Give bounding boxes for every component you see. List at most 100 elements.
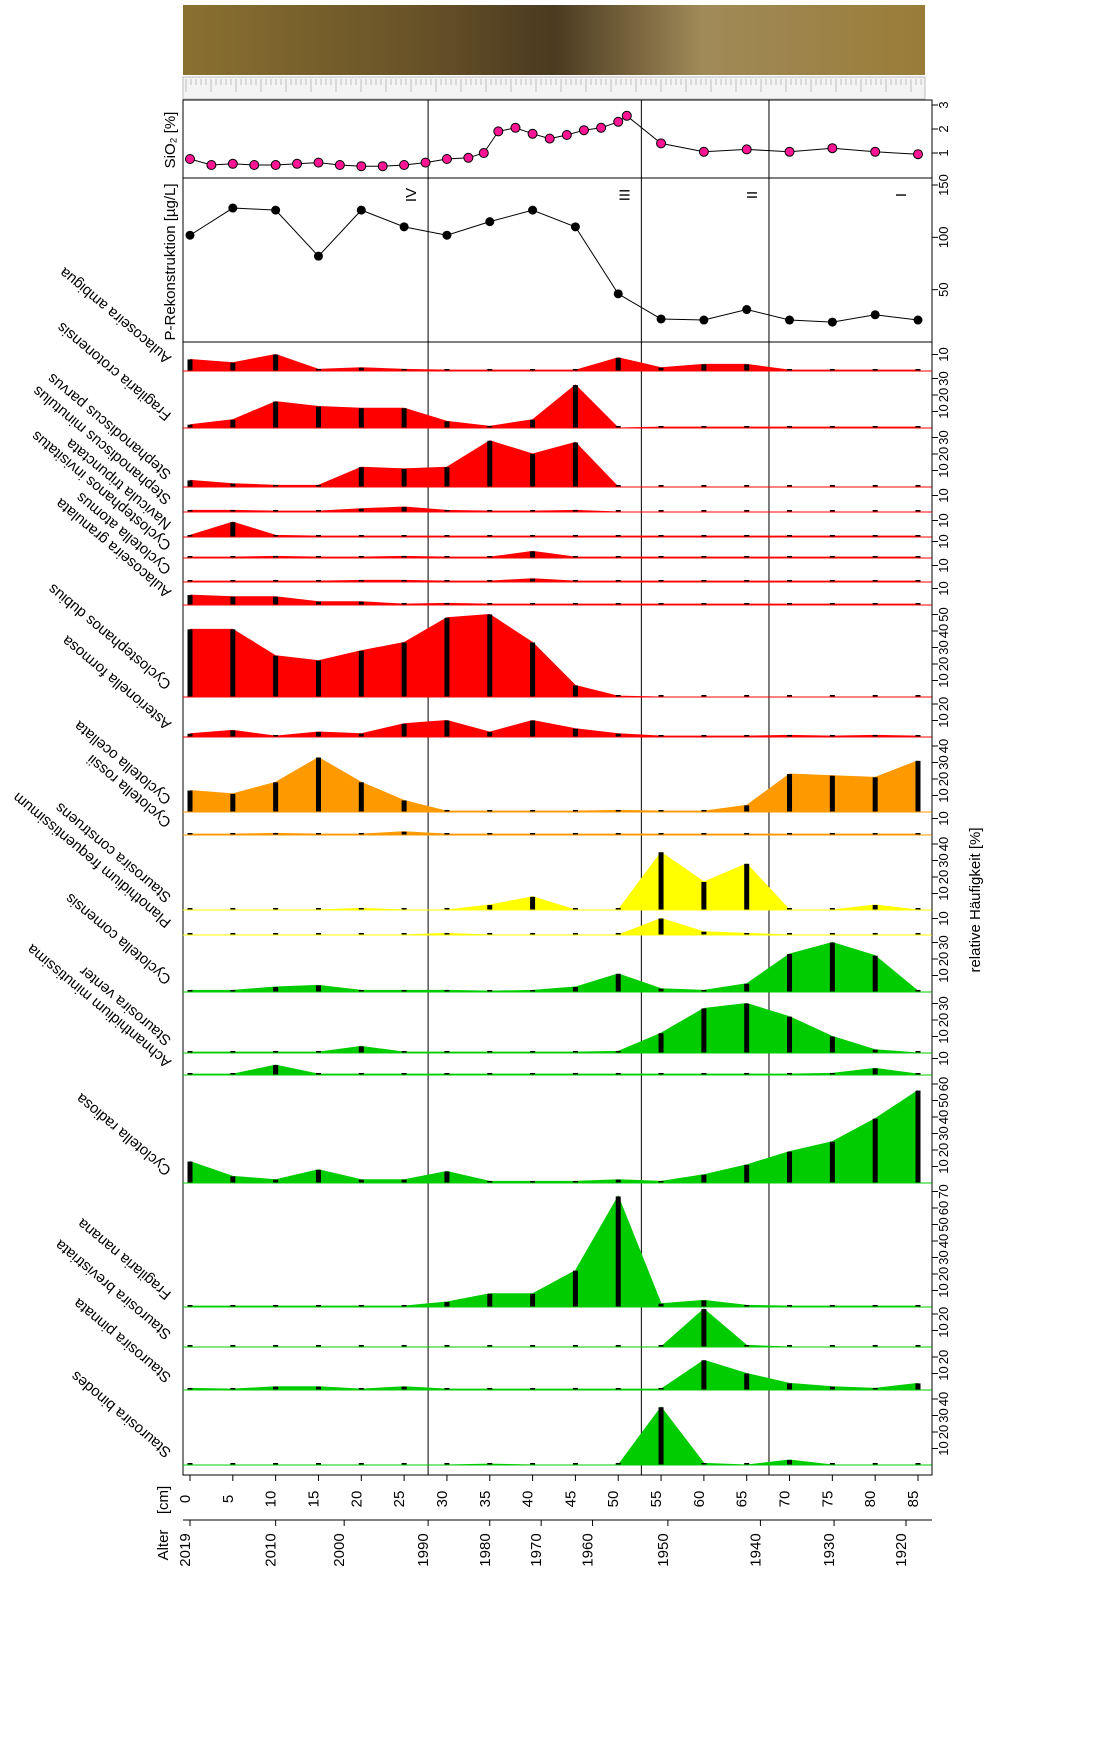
sample-bar — [530, 551, 536, 558]
sample-bar — [658, 556, 664, 558]
sample-bar — [744, 983, 750, 992]
sample-bar — [230, 1463, 236, 1465]
sample-bar — [187, 535, 193, 537]
y-tick-label: 20 — [936, 952, 951, 966]
sio2-point — [420, 157, 431, 168]
sample-bar — [744, 695, 750, 697]
sample-bar — [658, 1303, 664, 1307]
sample-bar — [744, 1003, 750, 1053]
sample-bar — [530, 369, 536, 371]
core-photo — [183, 5, 925, 75]
sample-bar — [658, 535, 664, 537]
sample-bar — [829, 908, 835, 910]
sample-bar — [315, 1305, 321, 1307]
sample-bar — [701, 1360, 707, 1390]
sio2-point — [270, 160, 281, 170]
sample-bar — [744, 603, 750, 605]
sample-bar — [829, 485, 835, 487]
sample-bar — [487, 580, 493, 582]
y-tick-label: 10 — [936, 558, 951, 572]
sample-bar — [615, 556, 621, 558]
sio2-point — [185, 154, 195, 164]
y-tick-label: 50 — [936, 1093, 951, 1107]
sample-bar — [615, 933, 621, 935]
sample-bar — [915, 369, 921, 371]
sample-bar — [315, 535, 321, 537]
y-tick-label: 10 — [936, 886, 951, 900]
sample-bar — [401, 642, 407, 697]
sample-bar — [787, 1151, 793, 1183]
sample-bar — [187, 1073, 193, 1075]
sample-bar — [444, 467, 450, 487]
taxon-curve — [190, 506, 918, 513]
p-point — [271, 205, 281, 215]
x-tick-label: 50 — [605, 1491, 622, 1508]
sample-bar — [187, 833, 193, 835]
sample-bar — [744, 510, 750, 512]
sample-bar — [401, 1051, 407, 1053]
sample-bar — [187, 1161, 193, 1183]
sample-bar — [444, 1171, 450, 1183]
sio2-point — [561, 130, 572, 140]
sample-bar — [744, 805, 750, 812]
sample-bar — [530, 454, 536, 487]
age-axis-label: Alter — [155, 1530, 172, 1561]
sample-bar — [829, 603, 835, 605]
sample-bar — [358, 1179, 364, 1183]
sio2-point — [441, 154, 452, 164]
sample-bar — [444, 810, 450, 812]
sample-bar — [572, 1051, 578, 1053]
sample-bar — [444, 1302, 450, 1307]
taxon-area — [190, 522, 918, 537]
sample-bar — [915, 1383, 921, 1390]
sample-bar — [358, 782, 364, 812]
sample-bar — [315, 985, 321, 992]
sample-bar — [658, 603, 664, 605]
y-tick-label: 50 — [936, 282, 951, 296]
sio2-point — [227, 158, 238, 169]
sample-bar — [572, 933, 578, 935]
p-point — [228, 203, 238, 213]
y-tick-label: 20 — [936, 1013, 951, 1027]
sample-bar — [315, 833, 321, 835]
sample-bar — [872, 1068, 878, 1075]
sample-bar — [658, 988, 664, 992]
sample-bar — [829, 942, 835, 992]
p-point — [913, 315, 923, 325]
sample-bar — [187, 556, 193, 558]
p-point — [356, 205, 366, 215]
sample-bar — [358, 1388, 364, 1390]
sample-bar — [572, 728, 578, 737]
y-tick-label: 10 — [936, 788, 951, 802]
sample-bar — [872, 369, 878, 371]
p-point — [485, 217, 495, 227]
sample-bar — [315, 369, 321, 371]
zone-label: IV — [403, 188, 420, 202]
sio2-point — [613, 116, 624, 127]
y-tick-label: 20 — [936, 1307, 951, 1321]
sample-bar — [444, 580, 450, 582]
sample-bar — [829, 695, 835, 697]
sio2-point — [578, 125, 589, 136]
taxon-area — [190, 1090, 918, 1183]
sample-bar — [401, 1073, 407, 1075]
y-tick-label: 40 — [936, 624, 951, 638]
age-tick-label: 1980 — [477, 1533, 494, 1566]
sample-bar — [658, 735, 664, 737]
sample-bar — [701, 364, 707, 371]
sample-bar — [658, 833, 664, 835]
sample-bar — [744, 1073, 750, 1075]
sample-bar — [487, 603, 493, 605]
sample-bar — [401, 507, 407, 512]
sample-bar — [401, 1179, 407, 1183]
core-ruler — [182, 76, 926, 100]
p-label: P-Rekonstruktion [µg/L] — [162, 183, 179, 340]
sample-bar — [187, 1463, 193, 1465]
taxon-area — [190, 614, 918, 697]
p-point — [742, 305, 752, 315]
sio2-point — [493, 126, 504, 137]
sample-bar — [615, 1463, 621, 1465]
sample-bar — [230, 990, 236, 992]
y-tick-label: 60 — [936, 1201, 951, 1215]
taxon-curve — [189, 1359, 919, 1390]
